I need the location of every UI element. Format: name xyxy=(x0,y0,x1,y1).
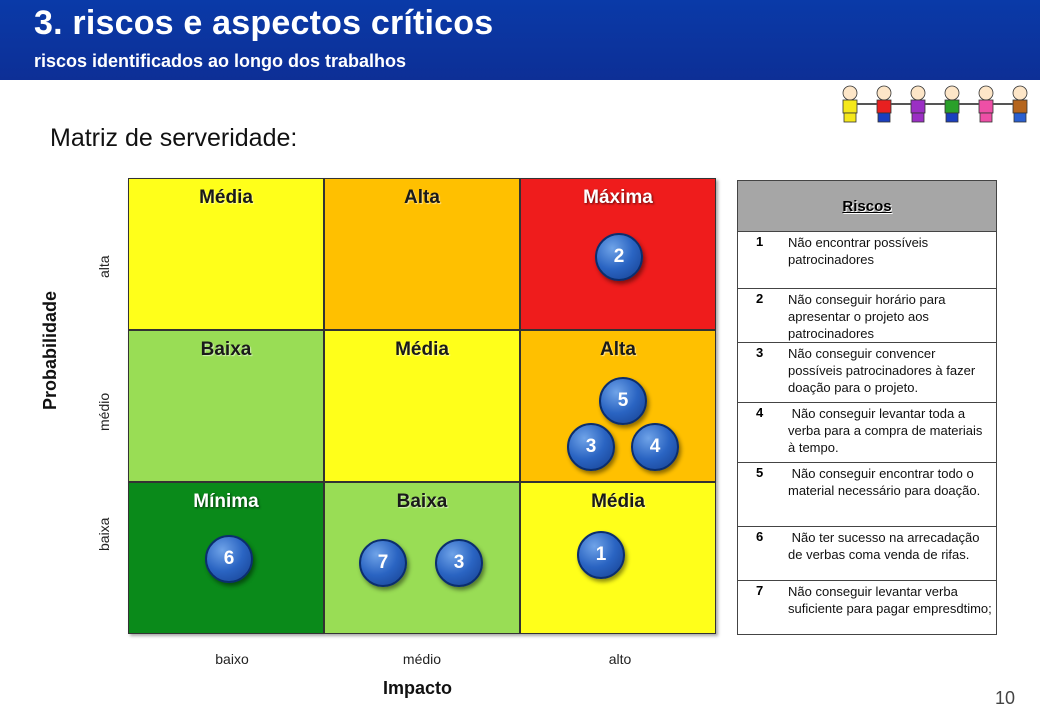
risk-number: 3 xyxy=(737,342,786,403)
risk-bubble: 3 xyxy=(435,539,483,587)
risk-row: 3 Não conseguir convencer possíveis patro… xyxy=(737,342,997,403)
risk-number: 1 xyxy=(737,231,786,289)
severity-label: Mínima xyxy=(193,491,259,512)
severity-label: Baixa xyxy=(396,491,448,512)
risk-number: 5 xyxy=(737,462,786,527)
risk-description: Não conseguir convencer possíveis patroc… xyxy=(786,342,997,403)
matrix-cell-r3-c1: Mínima 6 xyxy=(128,482,324,634)
x-tick-alto: alto xyxy=(608,651,632,667)
risk-number: 7 xyxy=(737,580,786,635)
y-tick-medio: médio xyxy=(96,392,112,431)
risk-description: Não encontrar possíveis patrocinadores xyxy=(786,231,997,289)
risk-bubble: 6 xyxy=(205,535,253,583)
risk-row: 1 Não encontrar possíveis patrocinadores xyxy=(737,231,997,289)
risk-row: 7 Não conseguir levantar verba suficiente… xyxy=(737,580,997,635)
y-tick-alta: alta xyxy=(96,255,112,278)
risk-bubble: 4 xyxy=(631,423,679,471)
y-axis-title: Probabilidade xyxy=(40,290,60,410)
severity-label: Média xyxy=(591,491,645,512)
risk-description: Não ter sucesso na arrecadação de verbas… xyxy=(786,526,997,581)
severity-label: Máxima xyxy=(583,187,653,208)
y-tick-baixa: baixa xyxy=(96,517,112,551)
page-number: 10 xyxy=(995,688,1016,708)
x-axis-title: Impacto xyxy=(383,678,453,698)
x-tick-medio: médio xyxy=(402,651,442,667)
severity-label: Média xyxy=(199,187,253,208)
matrix-cell-r2-c2: Média xyxy=(324,330,520,482)
severity-label: Média xyxy=(395,339,449,360)
slide-header: 3. riscos e aspectos críticos riscos ide… xyxy=(0,0,1040,80)
severity-label: Baixa xyxy=(200,339,252,360)
matrix-cell-r2-c1: Baixa xyxy=(128,330,324,482)
matrix-cell-r1-c1: Média xyxy=(128,178,324,330)
risk-description: Não conseguir levantar toda a verba para… xyxy=(786,402,997,463)
matrix-cell-r2-c3: Alta 5 3 4 xyxy=(520,330,716,482)
risk-row: 4 Não conseguir levantar toda a verba pa… xyxy=(737,402,997,463)
risk-number: 6 xyxy=(737,526,786,581)
risk-bubble: 5 xyxy=(599,377,647,425)
risk-description: Não conseguir levantar verba suficiente … xyxy=(786,580,997,635)
severity-label: Alta xyxy=(404,187,440,208)
risk-row: 6 Não ter sucesso na arrecadação de verb… xyxy=(737,526,997,581)
matrix-title: Matriz de serveridade: xyxy=(50,124,298,152)
severity-label: Alta xyxy=(600,339,636,360)
risk-number: 2 xyxy=(737,288,786,343)
risk-bubble: 1 xyxy=(577,531,625,579)
risks-table-header: Riscos xyxy=(737,180,997,232)
slide-title: 3. riscos e aspectos críticos xyxy=(34,4,494,42)
x-tick-baixo: baixo xyxy=(215,651,249,667)
risk-row: 2 Não conseguir horário para apresentar o… xyxy=(737,288,997,343)
slide-subtitle: riscos identificados ao longo dos trabal… xyxy=(34,51,407,71)
risk-description: Não conseguir horário para apresentar o … xyxy=(786,288,997,343)
risk-description: Não conseguir encontrar todo o material … xyxy=(786,462,997,527)
matrix-cell-r3-c3: Média 1 xyxy=(520,482,716,634)
risk-number: 4 xyxy=(737,402,786,463)
risk-row: 5 Não conseguir encontrar todo o materia… xyxy=(737,462,997,527)
matrix-cell-r1-c3: Máxima 2 xyxy=(520,178,716,330)
risk-bubble: 7 xyxy=(359,539,407,587)
severity-matrix: Média Alta Máxima 2 Baixa Média Alta 5 3 4 Mínima 6… xyxy=(128,178,720,634)
children-logo-icon xyxy=(842,85,1028,123)
matrix-cell-r3-c2: Baixa 7 3 xyxy=(324,482,520,634)
risk-bubble: 3 xyxy=(567,423,615,471)
risk-bubble: 2 xyxy=(595,233,643,281)
matrix-cell-r1-c2: Alta xyxy=(324,178,520,330)
risks-table: Riscos 1 Não encontrar possíveis patrocin… xyxy=(737,180,997,635)
